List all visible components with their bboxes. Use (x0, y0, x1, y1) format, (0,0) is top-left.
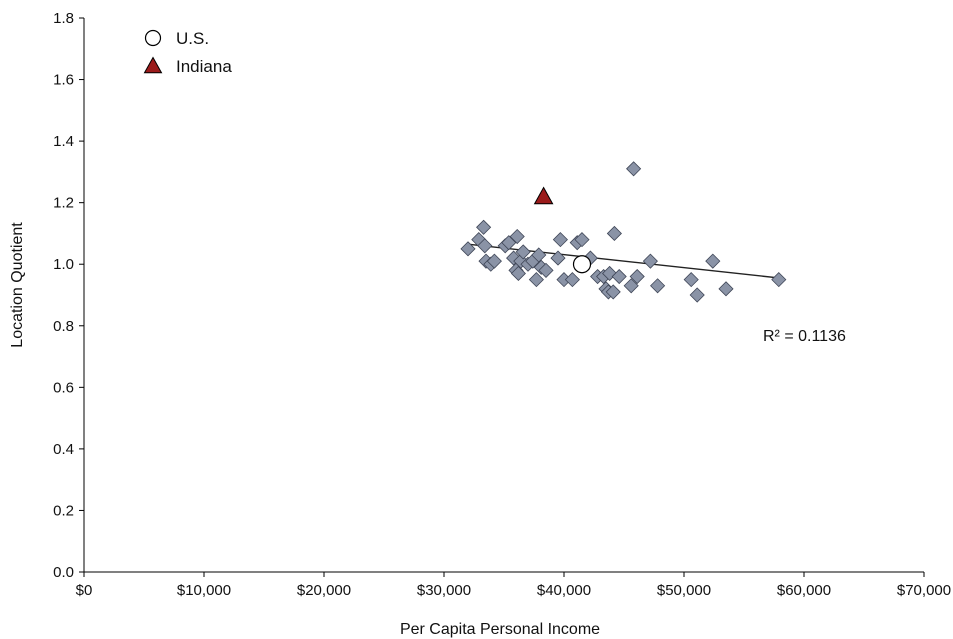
y-tick-label: 0.0 (53, 564, 74, 581)
state-point (642, 253, 658, 269)
state-point (476, 219, 492, 235)
y-tick-label: 1.2 (53, 195, 74, 212)
y-axis-title: Location Quotient (9, 222, 26, 348)
state-point (477, 238, 493, 254)
state-point (486, 253, 502, 269)
legend: U.S. Indiana (143, 29, 232, 76)
state-point (606, 225, 622, 242)
state-point (509, 228, 525, 245)
state-point (531, 247, 547, 263)
y-tick-label: 1.0 (53, 256, 74, 273)
y-tick-label: 0.4 (53, 441, 74, 458)
legend-us-marker (144, 29, 162, 47)
state-point (623, 278, 639, 294)
legend-indiana-marker (143, 56, 163, 74)
state-point (538, 262, 554, 278)
state-point (718, 281, 734, 297)
x-tick-label: $10,000 (177, 582, 231, 599)
state-point (650, 278, 666, 294)
state-point (705, 253, 721, 269)
state-point (510, 265, 526, 282)
us-point (572, 255, 592, 274)
x-axis-title: Per Capita Personal Income (400, 621, 600, 638)
x-tick-label: $70,000 (897, 582, 951, 599)
state-point (564, 272, 580, 288)
y-tick-label: 0.2 (53, 502, 74, 519)
x-tick-label: $30,000 (417, 582, 471, 599)
legend-indiana-label: Indiana (176, 57, 232, 76)
x-tick-label: $60,000 (777, 582, 831, 599)
state-point (574, 232, 590, 248)
legend-us-label: U.S. (176, 29, 209, 48)
x-tick-label: $40,000 (537, 582, 591, 599)
state-point (626, 161, 642, 177)
y-tick-label: 1.8 (53, 10, 74, 27)
state-point (689, 287, 705, 303)
state-point (629, 268, 645, 285)
state-point (460, 241, 476, 257)
data-points (460, 161, 787, 303)
state-point (771, 272, 787, 288)
x-tick-label: $0 (76, 582, 93, 599)
state-point (515, 244, 531, 260)
y-tick-label: 1.6 (53, 72, 74, 89)
state-point (550, 250, 566, 266)
x-tick-label: $50,000 (657, 582, 711, 599)
y-tick-label: 0.6 (53, 379, 74, 396)
state-point (611, 268, 627, 285)
state-point (528, 272, 544, 288)
x-tick-label: $20,000 (297, 582, 351, 599)
axes: 0.0 0.2 0.4 0.6 0.8 1.0 1.2 1.4 1.6 1.8 $0 $10,000 $… (53, 10, 951, 599)
y-tick-label: 0.8 (53, 318, 74, 335)
state-point (683, 272, 699, 288)
r-squared-annotation: R² = 0.1136 (763, 328, 846, 345)
state-point (552, 232, 568, 248)
y-tick-label: 1.4 (53, 133, 74, 150)
indiana-point (533, 186, 554, 205)
state-point (605, 284, 621, 300)
